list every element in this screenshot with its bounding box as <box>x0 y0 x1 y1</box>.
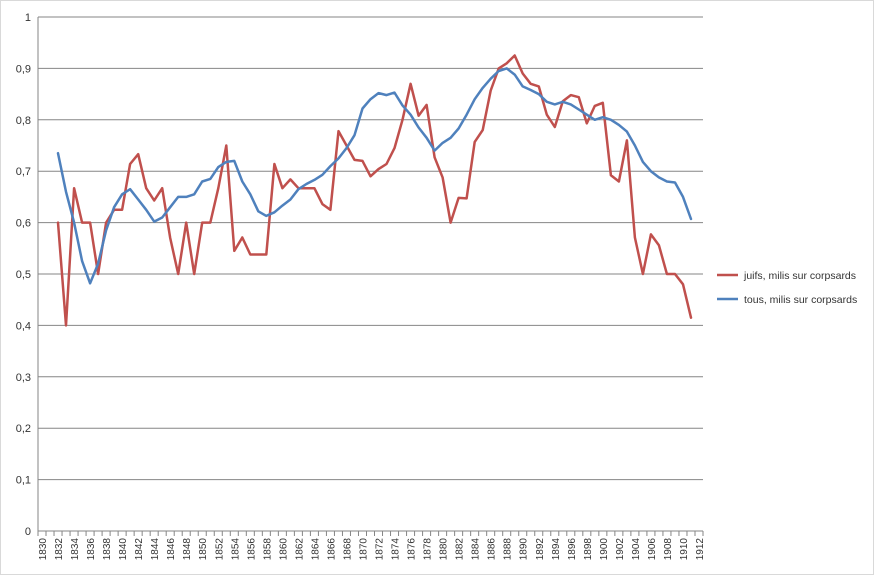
x-tick-label: 1866 <box>326 538 337 561</box>
x-axis-tick-labels: 1830 1832 1834 1836 1838 1840 1842 1844 1846 1848… <box>38 538 706 561</box>
y-tick-label: 1 <box>25 12 31 24</box>
x-tick-label: 1852 <box>214 538 225 561</box>
x-tick-label: 1886 <box>487 538 498 561</box>
y-tick-label: 0,8 <box>16 115 31 127</box>
x-tick-label: 1882 <box>455 538 466 561</box>
y-tick-label: 0,7 <box>16 166 31 178</box>
x-tick-label: 1860 <box>278 538 289 561</box>
x-tick-label: 1908 <box>663 538 674 561</box>
x-tick-label: 1836 <box>86 538 97 561</box>
series-line-1 <box>56 54 693 327</box>
x-tick-label: 1898 <box>583 538 594 561</box>
x-tick-label: 1868 <box>342 538 353 561</box>
legend-label-1: juifs, milis sur corpsards <box>743 270 856 282</box>
y-axis-tick-labels: 0 0,1 0,2 0,3 0,4 0,5 0,6 0,7 0,8 0,9 1 <box>16 12 31 538</box>
y-tick-label: 0,3 <box>16 372 31 384</box>
legend-label-2: tous, milis sur corpsards <box>744 294 857 306</box>
axes <box>37 17 704 536</box>
x-tick-label: 1850 <box>198 538 209 561</box>
x-tick-label: 1904 <box>631 538 642 561</box>
x-tick-label: 1896 <box>567 538 578 561</box>
x-tick-label: 1900 <box>599 538 610 561</box>
x-tick-label: 1844 <box>150 538 161 561</box>
series-line-2 <box>56 67 693 285</box>
x-tick-label: 1902 <box>615 538 626 561</box>
x-tick-label: 1894 <box>551 538 562 561</box>
x-tick-label: 1838 <box>102 538 113 561</box>
x-tick-label: 1888 <box>503 538 514 561</box>
x-tick-label: 1876 <box>407 538 418 561</box>
x-tick-label: 1832 <box>54 538 65 561</box>
x-tick-label: 1870 <box>358 538 369 561</box>
x-tick-label: 1848 <box>182 538 193 561</box>
x-tick-label: 1854 <box>230 538 241 561</box>
x-tick-label: 1874 <box>391 538 402 561</box>
y-tick-label: 0 <box>25 526 31 538</box>
x-tick-label: 1862 <box>294 538 305 561</box>
x-tick-label: 1878 <box>423 538 434 561</box>
x-tick-label: 1892 <box>535 538 546 561</box>
gridlines <box>38 16 703 481</box>
y-tick-label: 0,4 <box>16 320 31 332</box>
series-lines <box>56 54 693 327</box>
x-tick-label: 1834 <box>70 538 81 561</box>
x-tick-label: 1846 <box>166 538 177 561</box>
y-tick-label: 0,5 <box>16 269 31 281</box>
x-tick-label: 1858 <box>262 538 273 561</box>
x-tick-label: 1906 <box>647 538 658 561</box>
x-tick-label: 1842 <box>134 538 145 561</box>
y-tick-label: 0,6 <box>16 218 31 230</box>
x-tick-label: 1890 <box>519 538 530 561</box>
x-tick-label: 1884 <box>471 538 482 561</box>
x-tick-label: 1910 <box>679 538 690 561</box>
y-tick-label: 0,1 <box>16 475 31 487</box>
y-tick-label: 0,2 <box>16 423 31 435</box>
x-tick-label: 1880 <box>439 538 450 561</box>
x-tick-label: 1856 <box>246 538 257 561</box>
x-tick-label: 1830 <box>38 538 49 561</box>
x-tick-label: 1872 <box>375 538 386 561</box>
legend: juifs, milis sur corpsards tous, milis su… <box>717 270 857 306</box>
x-tick-label: 1912 <box>695 538 706 561</box>
x-tick-label: 1864 <box>310 538 321 561</box>
y-tick-label: 0,9 <box>16 63 31 75</box>
x-tick-label: 1840 <box>118 538 129 561</box>
